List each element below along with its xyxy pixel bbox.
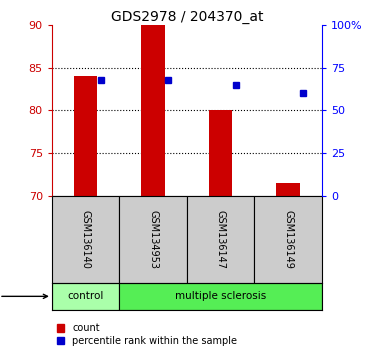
Text: GSM136140: GSM136140 (81, 210, 91, 269)
Title: GDS2978 / 204370_at: GDS2978 / 204370_at (111, 10, 263, 24)
Text: disease state: disease state (0, 291, 47, 301)
Bar (52, 283, 119, 309)
Text: multiple sclerosis: multiple sclerosis (175, 291, 266, 301)
Bar (52, 196, 119, 283)
Bar (119, 283, 322, 309)
Bar (187, 196, 255, 283)
Bar (74, 76, 97, 196)
Text: control: control (67, 291, 104, 301)
Bar (209, 110, 232, 196)
Legend: count, percentile rank within the sample: count, percentile rank within the sample (57, 323, 237, 346)
Bar (119, 196, 187, 283)
Text: GSM134953: GSM134953 (148, 210, 158, 269)
Bar (141, 25, 165, 196)
Bar (276, 183, 300, 196)
Bar (255, 196, 322, 283)
Text: GSM136147: GSM136147 (216, 210, 226, 269)
Text: GSM136149: GSM136149 (283, 210, 293, 269)
